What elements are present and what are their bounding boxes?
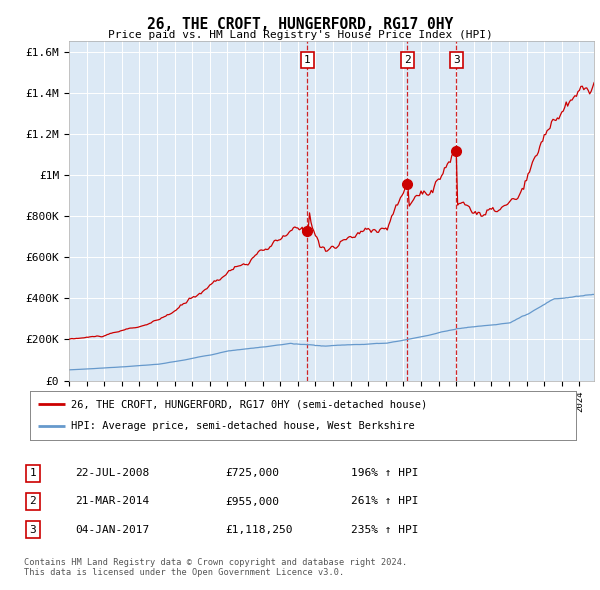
Text: HPI: Average price, semi-detached house, West Berkshire: HPI: Average price, semi-detached house,…	[71, 421, 415, 431]
Text: Price paid vs. HM Land Registry's House Price Index (HPI): Price paid vs. HM Land Registry's House …	[107, 30, 493, 40]
Text: 3: 3	[453, 55, 460, 65]
Text: 26, THE CROFT, HUNGERFORD, RG17 0HY (semi-detached house): 26, THE CROFT, HUNGERFORD, RG17 0HY (sem…	[71, 399, 427, 409]
Text: Contains HM Land Registry data © Crown copyright and database right 2024.
This d: Contains HM Land Registry data © Crown c…	[24, 558, 407, 577]
Text: 196% ↑ HPI: 196% ↑ HPI	[351, 468, 419, 478]
Text: 2: 2	[404, 55, 410, 65]
Text: 261% ↑ HPI: 261% ↑ HPI	[351, 497, 419, 506]
Text: 04-JAN-2017: 04-JAN-2017	[75, 525, 149, 535]
Text: £1,118,250: £1,118,250	[225, 525, 293, 535]
Text: 26, THE CROFT, HUNGERFORD, RG17 0HY: 26, THE CROFT, HUNGERFORD, RG17 0HY	[147, 17, 453, 31]
Text: 1: 1	[304, 55, 311, 65]
Text: 1: 1	[29, 468, 37, 478]
Text: 22-JUL-2008: 22-JUL-2008	[75, 468, 149, 478]
Text: 21-MAR-2014: 21-MAR-2014	[75, 497, 149, 506]
Text: £955,000: £955,000	[225, 497, 279, 506]
Text: 2: 2	[29, 497, 37, 506]
Text: £725,000: £725,000	[225, 468, 279, 478]
Text: 235% ↑ HPI: 235% ↑ HPI	[351, 525, 419, 535]
Text: 3: 3	[29, 525, 37, 535]
